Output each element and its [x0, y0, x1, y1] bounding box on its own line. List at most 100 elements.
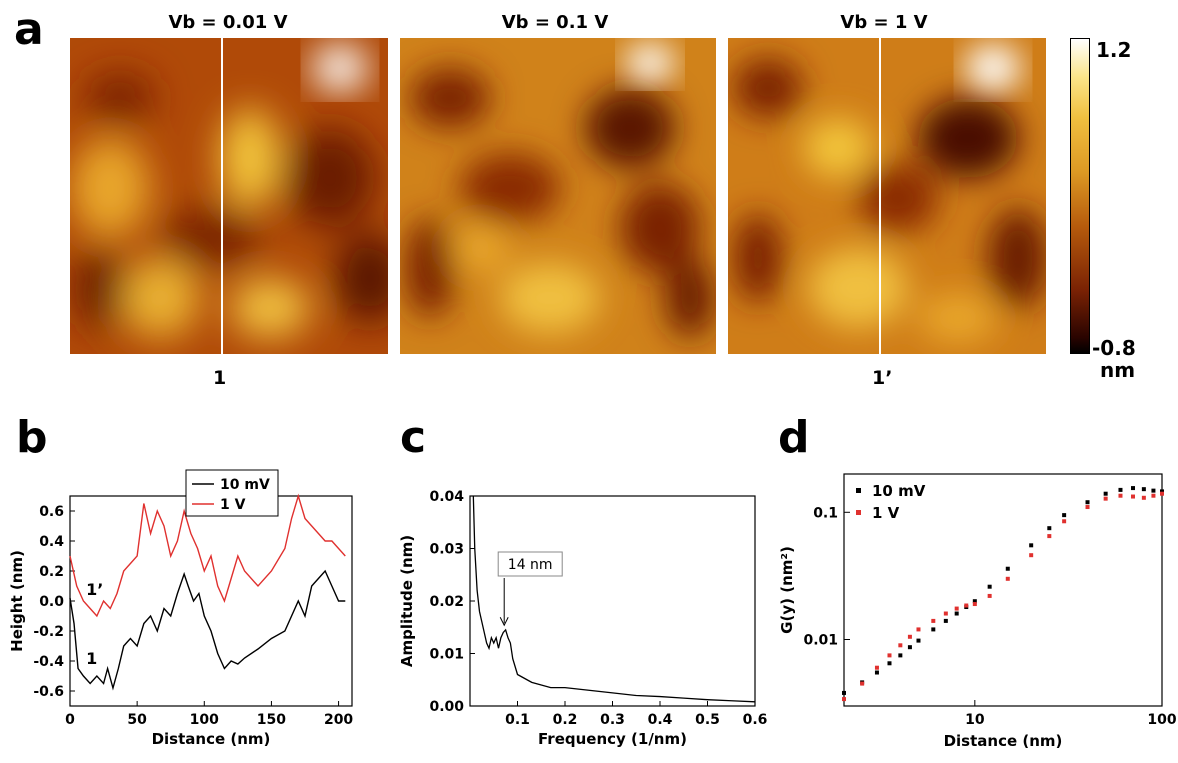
colorbar	[1070, 38, 1090, 354]
series-line-1V	[69, 493, 346, 618]
x-tick-label: 100	[190, 712, 219, 728]
x-tick-label: 200	[324, 712, 353, 728]
data-point-1V	[887, 653, 892, 658]
x-tick-label: 100	[1147, 712, 1176, 728]
data-point-1V	[964, 603, 969, 608]
y-tick-label: 0.4	[39, 534, 64, 550]
data-point-10mV	[1118, 487, 1123, 492]
legend-swatch	[856, 488, 861, 493]
y-tick-label: 0.2	[39, 564, 64, 580]
y-tick-label: 0.00	[429, 699, 464, 715]
x-tick-label: 150	[257, 712, 286, 728]
x-axis-label: Distance (nm)	[152, 730, 271, 748]
x-tick-label: 0.4	[648, 712, 673, 728]
data-point-10mV	[1131, 486, 1136, 491]
chart-d-svg: 0.01 0.1 10 100 Distance (nm) G(y) (nm²) 10 mV…	[778, 473, 1177, 750]
image-title-2: Vb = 0.1 V	[501, 12, 609, 33]
data-point-10mV	[1141, 487, 1146, 492]
data-point-10mV	[916, 638, 921, 643]
y-axis-label: Amplitude (nm)	[398, 535, 416, 667]
x-axis-label: Frequency (1/nm)	[538, 730, 687, 748]
chart-b: -0.6 -0.4 -0.2 0.0 0.2 0.4 0.6 0 50 100 150 200 Dist…	[0, 460, 380, 759]
afm-image-1	[70, 38, 388, 354]
afm-image-1-svg	[70, 38, 388, 354]
chart-c-svg: 0.00 0.01 0.02 0.03 0.04 0.1 0.2 0.3 0.4 0.5 0.6 Fr…	[398, 489, 768, 748]
data-point-1V	[907, 634, 912, 639]
y-tick-label: -0.2	[33, 624, 64, 640]
legend-swatch	[856, 510, 861, 515]
x-tick-label: 50	[127, 712, 147, 728]
data-point-10mV	[1085, 500, 1090, 505]
curve-label-1: 1	[86, 649, 97, 668]
data-point-1V	[1160, 491, 1164, 496]
data-point-10mV	[1103, 491, 1108, 496]
x-tick-label: 0	[65, 712, 75, 728]
colorbar-max-label: 1.2	[1096, 38, 1132, 62]
y-axis-label: G(y) (nm²)	[778, 546, 796, 634]
x-tick-label: 0.1	[505, 712, 530, 728]
data-point-1V	[972, 602, 977, 607]
data-point-1V	[1029, 553, 1034, 558]
panel-label-b: b	[16, 412, 48, 463]
x-tick-label: 0.2	[553, 712, 578, 728]
data-point-10mV	[954, 611, 959, 616]
data-point-1V	[1103, 496, 1108, 501]
data-point-10mV	[907, 645, 912, 650]
data-point-1V	[1151, 493, 1156, 498]
line-label-1-prime: 1’	[872, 367, 893, 389]
series-line-10mV	[69, 569, 346, 691]
y-tick-label: 0.6	[39, 504, 64, 520]
y-tick-label: 0.04	[429, 489, 464, 505]
data-point-1V	[842, 697, 846, 702]
data-point-1V	[898, 643, 903, 648]
annotation-box	[497, 551, 563, 577]
data-point-10mV	[1029, 543, 1034, 548]
y-tick-label: -0.4	[33, 654, 64, 670]
y-tick-label: 0.0	[39, 594, 64, 610]
panel-label-a: a	[14, 4, 44, 55]
panel-label-d: d	[778, 412, 810, 463]
annotation-arrowhead	[499, 617, 509, 627]
chart-d: 0.01 0.1 10 100 Distance (nm) G(y) (nm²) 10 mV…	[770, 460, 1178, 759]
series-line-amplitude	[472, 495, 756, 703]
legend-label: 1 V	[220, 497, 246, 513]
data-point-10mV	[1160, 489, 1164, 494]
legend-label: 10 mV	[872, 482, 926, 500]
x-tick-label: 0.5	[695, 712, 720, 728]
curve-label-1-prime: 1’	[86, 580, 103, 599]
data-point-1V	[1118, 493, 1123, 498]
data-point-10mV	[898, 653, 903, 658]
x-tick-label: 0.3	[600, 712, 625, 728]
afm-image-3-svg	[728, 38, 1046, 354]
data-point-1V	[943, 611, 948, 616]
data-point-10mV	[987, 584, 992, 589]
legend-box	[185, 469, 279, 517]
annotation-label: 14 nm	[508, 557, 553, 573]
line-label-1: 1	[213, 367, 227, 389]
data-point-1V	[1141, 495, 1146, 500]
data-point-1V	[1005, 576, 1010, 581]
image-title-1: Vb = 0.01 V	[168, 12, 288, 33]
data-point-10mV	[972, 599, 977, 604]
data-point-1V	[860, 681, 865, 686]
x-tick-label: 10	[965, 712, 985, 728]
data-point-10mV	[874, 670, 879, 675]
data-point-10mV	[943, 618, 948, 623]
data-point-1V	[1062, 519, 1067, 524]
data-point-10mV	[931, 627, 936, 632]
afm-image-2	[400, 38, 716, 354]
colorbar-min-label: -0.8	[1092, 336, 1136, 360]
y-tick-label: 0.01	[803, 632, 838, 648]
data-point-1V	[1085, 505, 1090, 510]
data-point-10mV	[887, 661, 892, 666]
afm-image-2-svg	[400, 38, 716, 354]
x-axis-label: Distance (nm)	[944, 732, 1063, 750]
plot-frame	[69, 495, 353, 707]
data-point-10mV	[842, 690, 846, 695]
y-tick-label: 0.1	[813, 505, 838, 521]
y-tick-label: 0.03	[429, 542, 464, 558]
data-point-1V	[954, 606, 959, 611]
data-point-1V	[916, 627, 921, 632]
x-tick-label: 0.6	[743, 712, 768, 728]
plot-frame	[843, 473, 1163, 707]
